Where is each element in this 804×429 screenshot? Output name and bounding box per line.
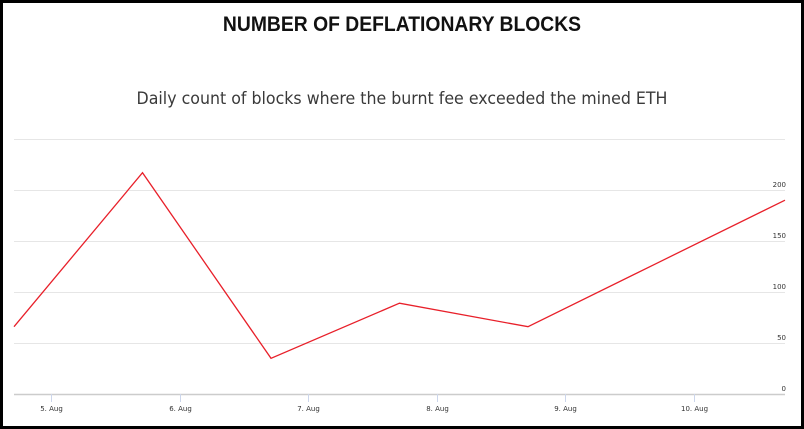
- chart-title: NUMBER OF DEFLATIONARY BLOCKS: [222, 13, 582, 36]
- y-tick-label: 150: [773, 232, 786, 240]
- series-line[interactable]: [13, 171, 786, 360]
- chart-subtitle: Daily count of blocks where the burnt fe…: [136, 89, 668, 109]
- x-tick-label: 8. Aug: [426, 405, 449, 413]
- x-tick-label: 9. Aug: [554, 405, 577, 413]
- y-tick-label: 50: [777, 334, 786, 342]
- y-tick-label: 0: [782, 385, 786, 393]
- x-tick-label: 7. Aug: [297, 405, 320, 413]
- chart-container: [3, 3, 801, 426]
- y-axis-labels: 0 50 100 150 200: [773, 181, 786, 393]
- x-tick-label: 6. Aug: [169, 405, 192, 413]
- x-tick-label: 5. Aug: [40, 405, 63, 413]
- x-axis: 5. Aug 6. Aug 7. Aug 8. Aug 9. Aug 10. Aug: [14, 393, 785, 413]
- x-tick-label: 10. Aug: [681, 405, 708, 413]
- line-series[interactable]: [13, 171, 786, 360]
- y-tick-label: 100: [773, 283, 786, 291]
- gridlines: [14, 139, 785, 344]
- y-tick-label: 200: [773, 181, 786, 189]
